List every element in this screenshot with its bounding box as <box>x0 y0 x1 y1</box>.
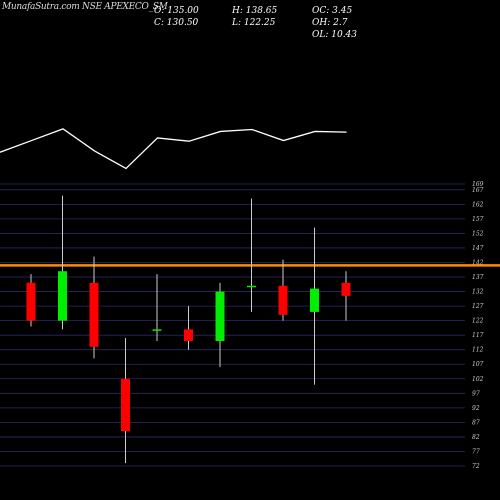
y-tick-label: 167 <box>472 187 484 194</box>
stat-oc: OC: 3.45 <box>312 6 353 16</box>
candle-body <box>341 282 351 296</box>
y-tick-label: 132 <box>472 289 484 296</box>
y-tick-label: 102 <box>472 376 484 383</box>
y-tick-label: 97 <box>472 390 480 397</box>
y-tick-label: 157 <box>472 216 484 223</box>
candle-body <box>278 285 288 315</box>
candle-body <box>215 291 225 341</box>
y-tick-label: 92 <box>472 405 480 412</box>
candle-body <box>26 282 36 321</box>
y-tick-label: 117 <box>472 332 484 339</box>
indicator-line <box>0 128 347 170</box>
y-tick-label: 77 <box>472 448 480 455</box>
stat-high: H: 138.65 <box>232 6 278 16</box>
candle-body <box>89 282 99 347</box>
candle-body <box>152 329 162 331</box>
candle-body <box>121 378 130 432</box>
y-tick-label: 87 <box>472 419 480 426</box>
stat-close: C: 130.50 <box>154 18 199 28</box>
y-tick-label: 107 <box>472 361 484 368</box>
candle-body <box>184 329 193 341</box>
y-tick-label: 122 <box>472 318 484 325</box>
candle-body <box>310 288 319 312</box>
stat-low: L: 122.25 <box>232 18 276 28</box>
y-tick-label: 82 <box>472 434 480 441</box>
y-tick-label: 142 <box>472 259 484 266</box>
stat-open: O: 135.00 <box>154 6 199 16</box>
y-tick-label: 147 <box>472 245 484 252</box>
y-tick-label: 152 <box>472 230 484 237</box>
candle-body <box>58 271 67 321</box>
y-tick-label: 162 <box>472 201 484 208</box>
y-tick-label: 169 <box>472 181 484 188</box>
stat-oh: OH: 2.7 <box>312 18 348 28</box>
chart-title: MunafaSutra.com NSE APEXECO_SM <box>2 2 168 12</box>
y-tick-label: 127 <box>472 303 484 310</box>
y-tick-label: 137 <box>472 274 484 281</box>
candle-body <box>247 285 256 288</box>
y-tick-label: 112 <box>472 347 484 354</box>
stat-ol: OL: 10.43 <box>312 30 358 40</box>
y-tick-label: 72 <box>472 463 480 470</box>
